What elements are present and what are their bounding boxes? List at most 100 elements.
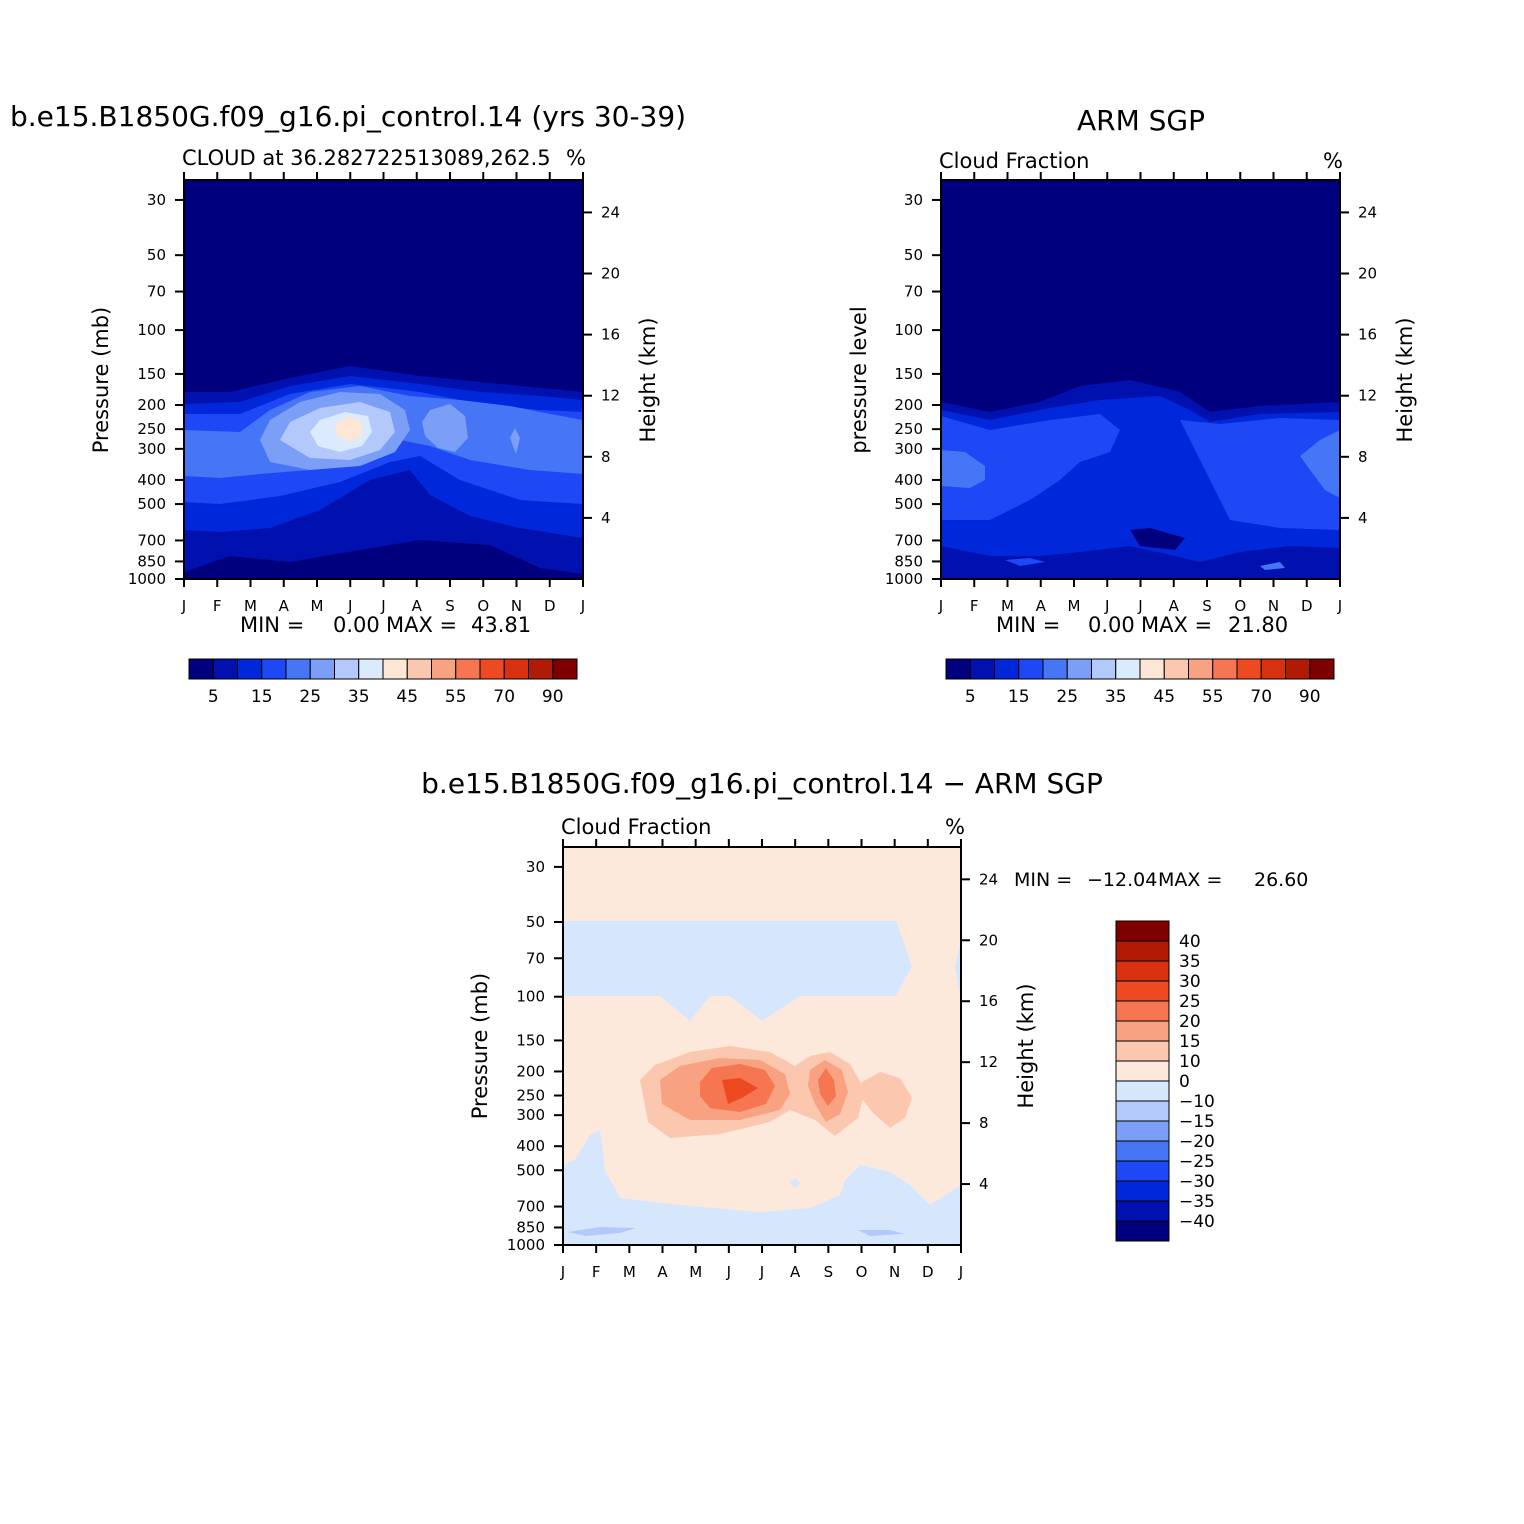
model-ylabel-right: Height (km) bbox=[636, 317, 660, 442]
diff-colorbar-swatch bbox=[1115, 1100, 1170, 1122]
diff-xtick-label: A bbox=[790, 1263, 801, 1281]
obs-colorbar-swatch bbox=[1260, 658, 1286, 680]
diff-colorbar-swatch bbox=[1115, 1160, 1170, 1182]
obs-xtick-label: J bbox=[1104, 597, 1109, 615]
model-colorbar-label: 45 bbox=[396, 687, 418, 707]
model-colorbar-swatch bbox=[212, 658, 238, 680]
panel-diff: b.e15.B1850G.f09_g16.pi_control.14 − ARM… bbox=[421, 767, 1308, 1281]
obs-colorbar-label: 70 bbox=[1250, 687, 1272, 707]
obs-ytick-label: 50 bbox=[904, 246, 923, 264]
model-xtick-label: A bbox=[279, 597, 290, 615]
diff-colorbar-label: 25 bbox=[1179, 992, 1201, 1012]
model-colorbar-swatch bbox=[528, 658, 554, 680]
obs-ytick-label: 1000 bbox=[885, 570, 923, 588]
diff-colorbar-label: −40 bbox=[1179, 1212, 1215, 1232]
obs-colorbar-label: 15 bbox=[1008, 687, 1030, 707]
diff-colorbar-label: 35 bbox=[1179, 952, 1201, 972]
diff-colorbar-label: −30 bbox=[1179, 1172, 1215, 1192]
model-xtick-label: M bbox=[311, 597, 324, 615]
obs-ytick-right-label: 8 bbox=[1358, 448, 1368, 466]
diff-colorbar-swatch bbox=[1115, 1140, 1170, 1162]
obs-ytick-right-label: 24 bbox=[1358, 203, 1377, 221]
obs-xtick-label: J bbox=[1137, 597, 1142, 615]
model-colorbar-label: 5 bbox=[208, 687, 219, 707]
obs-band-3c bbox=[1005, 558, 1045, 566]
obs-ytick-right-label: 20 bbox=[1358, 265, 1377, 283]
diff-contours bbox=[563, 847, 961, 1245]
diff-colorbar-label: 20 bbox=[1179, 1012, 1201, 1032]
obs-band-0b bbox=[1130, 528, 1185, 550]
model-band-5b bbox=[422, 404, 468, 452]
model-colorbar-swatch bbox=[334, 658, 360, 680]
diff-ytick-label: 400 bbox=[516, 1137, 545, 1155]
diff-colorbar-label: 30 bbox=[1179, 972, 1201, 992]
diff-units: % bbox=[945, 815, 965, 839]
diff-colorbar-swatch bbox=[1115, 940, 1170, 962]
model-colorbar-label: 90 bbox=[542, 687, 564, 707]
model-colorbar-swatch bbox=[503, 658, 529, 680]
model-ytick-right-label: 12 bbox=[601, 387, 620, 405]
obs-colorbar-swatch bbox=[994, 658, 1020, 680]
obs-colorbar-swatch bbox=[1212, 658, 1238, 680]
obs-colorbar-swatch bbox=[1139, 658, 1165, 680]
model-xtick-label: J bbox=[347, 597, 352, 615]
model-colorbar-swatch bbox=[382, 658, 408, 680]
obs-colorbar-swatch bbox=[1163, 658, 1189, 680]
model-ytick-label: 50 bbox=[147, 246, 166, 264]
obs-min-label: MIN = bbox=[996, 613, 1060, 637]
obs-ytick-right-label: 12 bbox=[1358, 387, 1377, 405]
diff-colorbar-label: 0 bbox=[1179, 1072, 1190, 1092]
diff-ytick-label: 30 bbox=[526, 858, 545, 876]
diff-ytick-label: 300 bbox=[516, 1106, 545, 1124]
panel-obs: ARM SGP Cloud Fraction % J F M A M J J A S O N D J 30… bbox=[847, 104, 1417, 707]
model-colorbar-swatch bbox=[261, 658, 287, 680]
diff-colorbar-swatch bbox=[1115, 920, 1170, 942]
model-colorbar-label: 35 bbox=[348, 687, 370, 707]
model-xtick-label: A bbox=[412, 597, 423, 615]
obs-colorbar-swatch bbox=[1018, 658, 1044, 680]
diff-ytick-right-label: 4 bbox=[979, 1175, 989, 1193]
diff-colorbar-swatch bbox=[1115, 980, 1170, 1002]
diff-band-pos1-b bbox=[860, 1072, 912, 1128]
obs-units: % bbox=[1323, 149, 1343, 173]
obs-colorbar-swatch bbox=[945, 658, 971, 680]
obs-ytick-label: 200 bbox=[894, 396, 923, 414]
model-ytick-label: 30 bbox=[147, 191, 166, 209]
diff-xtick-label: O bbox=[856, 1263, 868, 1281]
obs-ytick-label: 400 bbox=[894, 471, 923, 489]
obs-contours bbox=[941, 180, 1340, 579]
diff-ytick-label: 1000 bbox=[507, 1236, 545, 1254]
diff-min-label: MIN = bbox=[1014, 869, 1072, 891]
diff-ytick-right-label: 24 bbox=[979, 870, 998, 888]
diff-band-neg0-bottom bbox=[563, 1130, 961, 1240]
model-max-value: 43.81 bbox=[471, 613, 531, 637]
obs-ytick-label: 850 bbox=[894, 552, 923, 570]
obs-xtick-label: J bbox=[938, 597, 943, 615]
model-xtick-label: J bbox=[380, 597, 385, 615]
diff-colorbar-swatch bbox=[1115, 1080, 1170, 1102]
model-colorbar-swatch bbox=[188, 658, 214, 680]
model-band-8 bbox=[335, 416, 362, 442]
model-ytick-label: 500 bbox=[137, 495, 166, 513]
obs-colorbar-label: 35 bbox=[1105, 687, 1127, 707]
model-ytick-right-label: 8 bbox=[601, 448, 611, 466]
obs-band-3a bbox=[941, 414, 1120, 520]
diff-xtick-label: M bbox=[623, 1263, 636, 1281]
model-xtick-label: J bbox=[580, 597, 585, 615]
obs-title: ARM SGP bbox=[1077, 104, 1205, 137]
diff-ytick-label: 700 bbox=[516, 1198, 545, 1216]
obs-band-4c bbox=[1260, 562, 1285, 570]
diff-ytick-right-label: 20 bbox=[979, 931, 998, 949]
obs-ytick-label: 70 bbox=[904, 283, 923, 301]
model-colorbar-swatch bbox=[552, 658, 578, 680]
diff-xtick-label: J bbox=[560, 1263, 565, 1281]
model-ylabel: Pressure (mb) bbox=[89, 307, 113, 454]
diff-ytick-label: 50 bbox=[526, 913, 545, 931]
model-subtitle: CLOUD at 36.282722513089,262.5 bbox=[182, 146, 551, 170]
model-colorbar-swatch bbox=[406, 658, 432, 680]
obs-colorbar: 5 15 25 35 45 55 70 90 bbox=[945, 658, 1335, 707]
diff-min-value: −12.04 bbox=[1087, 869, 1157, 891]
diff-band-neg0-top bbox=[563, 921, 912, 1021]
